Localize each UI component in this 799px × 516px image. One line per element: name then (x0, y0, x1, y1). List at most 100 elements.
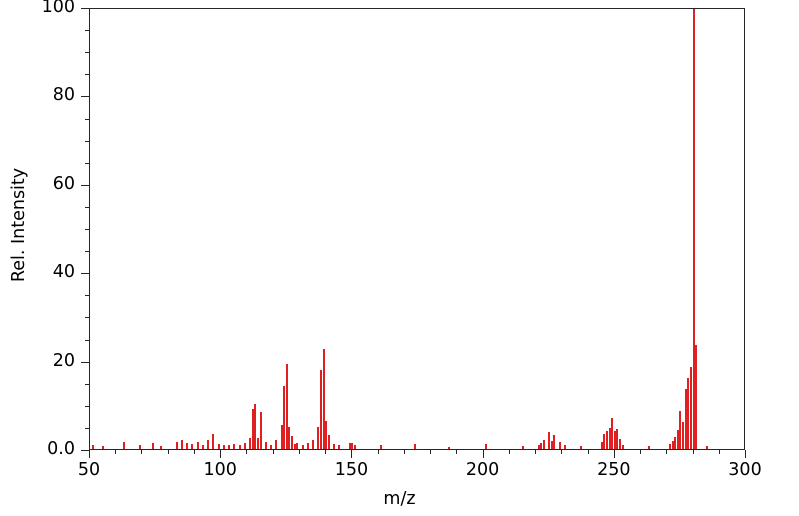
spectrum-peak (621, 445, 624, 449)
y-axis-title: Rel. Intensity (9, 167, 29, 283)
spectrum-peak (414, 443, 417, 449)
y-tick-label: 100 (41, 0, 75, 17)
spectrum-peak (348, 442, 351, 449)
x-tick-minor (692, 450, 694, 454)
x-tick-minor (456, 450, 458, 454)
x-tick-label: 200 (465, 460, 500, 480)
spectrum-peak (682, 422, 685, 449)
x-tick-minor (718, 450, 720, 454)
x-tick-minor (377, 450, 379, 454)
spectrum-peak (207, 439, 210, 449)
y-tick-major (81, 273, 89, 275)
y-tick-minor (85, 162, 89, 164)
spectrum-peak (319, 370, 322, 449)
spectrum-peak (288, 426, 291, 449)
spectrum-peak (296, 443, 299, 449)
y-tick-label: 80 (52, 85, 75, 106)
x-tick-major (613, 450, 615, 458)
spectrum-peak (333, 444, 336, 449)
x-tick-minor (193, 450, 195, 454)
spectrum-peak (285, 364, 288, 449)
y-tick-label: 0.0 (47, 439, 75, 459)
spectrum-peak (674, 436, 677, 449)
spectrum-peak (322, 348, 325, 449)
spectrum-peak (668, 444, 671, 449)
spectrum-peak (306, 442, 309, 449)
spectrum-peak (238, 445, 241, 449)
y-tick-minor (85, 74, 89, 76)
spectrum-peak (201, 445, 204, 449)
spectrum-peak (151, 442, 154, 449)
spectrum-peak (159, 446, 162, 449)
x-tick-minor (535, 450, 537, 454)
x-tick-label: 100 (203, 460, 237, 480)
spectrum-peak (291, 435, 294, 449)
spectrum-peak (243, 443, 246, 449)
spectrum-peak (123, 441, 126, 449)
y-tick-major (81, 361, 89, 363)
y-tick-minor (85, 206, 89, 208)
x-axis-title: m/z (383, 489, 416, 509)
x-tick-label: 300 (728, 460, 762, 480)
spectrum-peak (521, 445, 524, 449)
x-tick-minor (167, 450, 169, 454)
spectrum-peak (275, 440, 278, 449)
spectrum-peak (684, 389, 687, 449)
spectrum-peak (327, 435, 330, 449)
spectrum-peak (613, 431, 616, 449)
x-tick-minor (561, 450, 563, 454)
x-tick-minor (141, 450, 143, 454)
x-tick-minor (666, 450, 668, 454)
y-tick-minor (85, 427, 89, 429)
spectrum-peak (317, 426, 320, 449)
spectrum-peak (611, 418, 614, 449)
spectrum-peak (558, 442, 561, 449)
x-tick-major (745, 450, 746, 458)
spectrum-peak (228, 445, 231, 449)
y-tick-label: 60 (52, 173, 75, 194)
spectrum-peak (605, 431, 608, 449)
spectrum-peak (354, 445, 357, 449)
y-tick-minor (85, 118, 89, 120)
spectrum-series (90, 9, 744, 449)
y-tick-minor (85, 383, 89, 385)
plot-area (89, 8, 745, 450)
x-tick-major (482, 450, 484, 458)
spectrum-peak (283, 385, 286, 449)
y-tick-minor (85, 295, 89, 297)
x-tick-major (220, 450, 222, 458)
spectrum-peak (338, 445, 341, 449)
spectrum-peak (542, 440, 545, 449)
x-tick-minor (508, 450, 510, 454)
spectrum-peak (608, 427, 611, 449)
spectrum-peak (676, 430, 679, 449)
spectrum-peak (175, 442, 178, 449)
x-tick-minor (403, 450, 405, 454)
spectrum-peak (600, 441, 603, 449)
spectrum-peak (186, 442, 189, 449)
spectrum-peak (254, 404, 257, 449)
spectrum-peak (689, 366, 692, 449)
x-tick-major (89, 450, 90, 458)
spectrum-peak (270, 444, 273, 449)
x-tick-minor (325, 450, 327, 454)
spectrum-peak (264, 441, 267, 449)
spectrum-peak (485, 443, 488, 449)
spectrum-peak (705, 445, 708, 449)
spectrum-peak (448, 446, 451, 449)
spectrum-peak (251, 409, 254, 449)
x-tick-minor (430, 450, 432, 454)
spectrum-peak (180, 440, 183, 449)
spectrum-peak (540, 443, 543, 449)
spectrum-peak (233, 443, 236, 449)
spectrum-peak (553, 435, 556, 449)
spectrum-peak (325, 420, 328, 449)
spectrum-peak (687, 378, 690, 449)
spectrum-peak (603, 433, 606, 449)
spectrum-peak (548, 431, 551, 449)
spectrum-peak (647, 446, 650, 449)
spectrum-peak (249, 438, 252, 449)
spectrum-peak (616, 429, 619, 449)
spectrum-peak (256, 438, 259, 449)
